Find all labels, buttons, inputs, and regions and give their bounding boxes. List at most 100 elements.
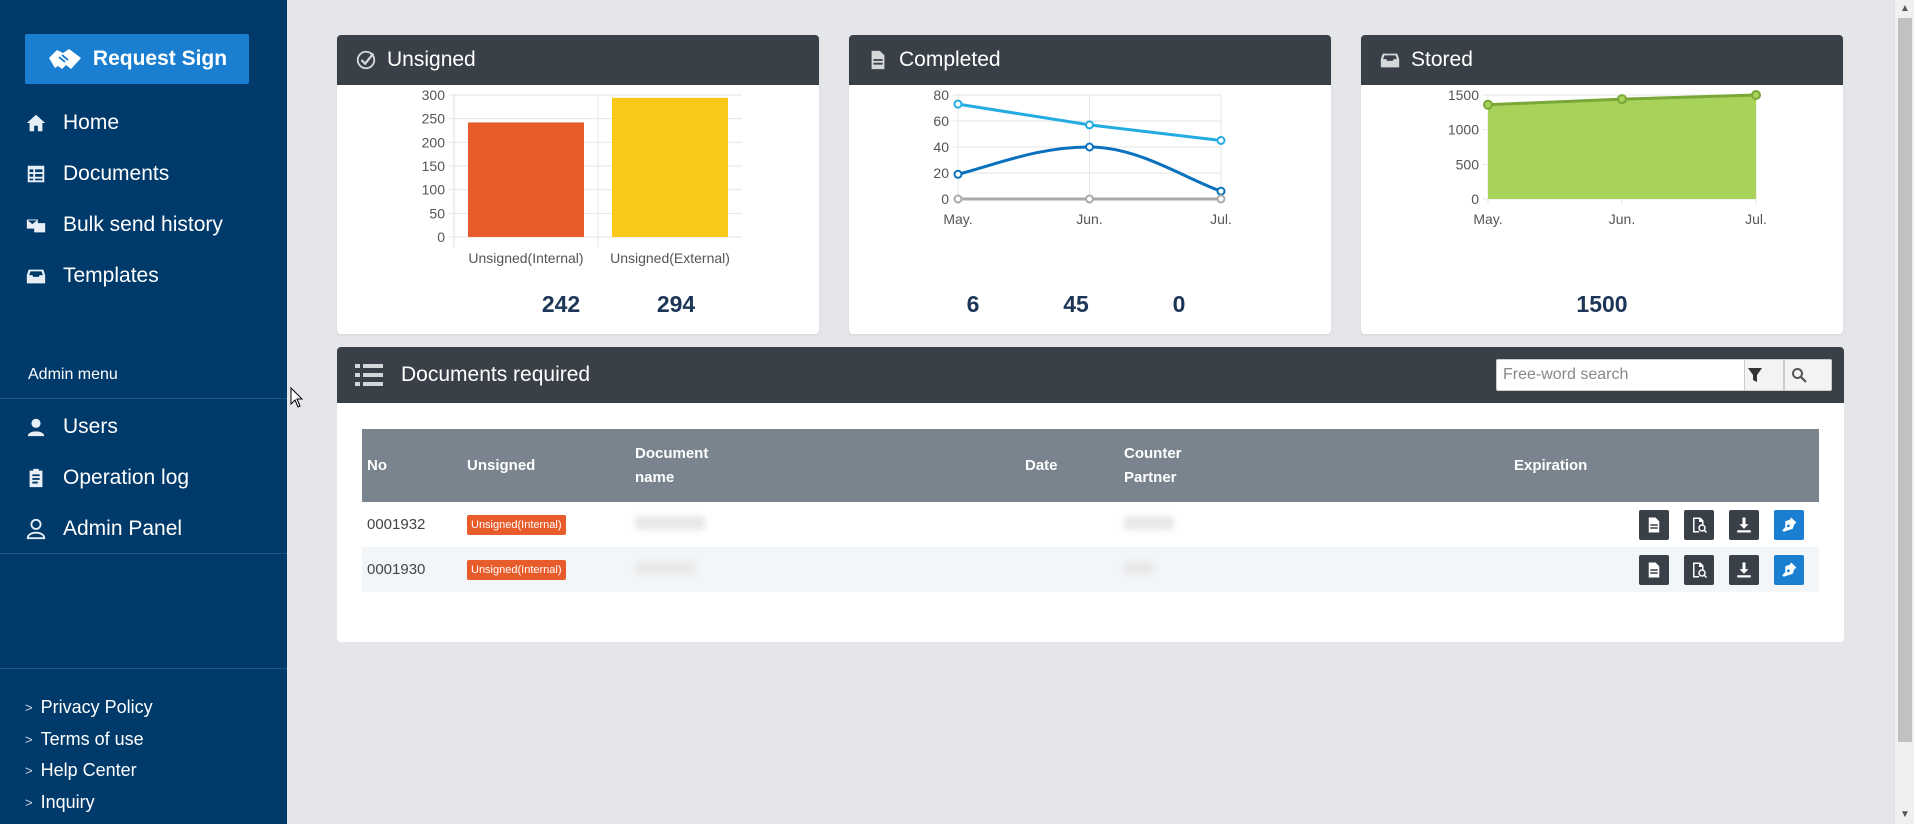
column-unsigned[interactable]: Unsigned bbox=[462, 429, 630, 502]
footer-links: > Privacy Policy > Terms of use > Help Cent… bbox=[25, 692, 153, 818]
help-center-label: Help Center bbox=[40, 760, 137, 781]
main-nav: Home Documents Bulk send history Templat… bbox=[0, 97, 287, 301]
stored-card: Stored 0 500 1000 1500 May. Jun. Jul. 1500 bbox=[1361, 35, 1843, 334]
table-row[interactable]: 0001932 Unsigned(Internal) bbox=[362, 502, 1819, 547]
nav-bulk-send-history[interactable]: Bulk send history bbox=[0, 199, 287, 250]
bulk-send-icon bbox=[25, 214, 47, 236]
terms-of-use-link[interactable]: > Terms of use bbox=[25, 724, 153, 756]
nav-operation-log[interactable]: Operation log bbox=[0, 452, 287, 503]
nav-users-label: Users bbox=[63, 414, 118, 438]
preview-icon bbox=[1693, 562, 1708, 578]
vertical-scrollbar[interactable]: ▲ ▼ bbox=[1894, 0, 1914, 824]
filter-button[interactable] bbox=[1744, 359, 1784, 391]
data-point bbox=[953, 99, 963, 109]
divider bbox=[0, 553, 287, 554]
inquiry-link[interactable]: > Inquiry bbox=[25, 787, 153, 819]
unsigned-bar-chart: 0 50 100 150 200 250 300 Unsigned(Internal) Unsi… bbox=[422, 87, 742, 266]
view-document-button[interactable] bbox=[1639, 509, 1669, 540]
column-expiration[interactable]: Expiration bbox=[1509, 429, 1819, 502]
preview-button[interactable] bbox=[1684, 509, 1714, 540]
privacy-policy-link[interactable]: > Privacy Policy bbox=[25, 692, 153, 724]
request-sign-button[interactable]: Request Sign bbox=[25, 34, 249, 84]
scroll-up-arrow[interactable]: ▲ bbox=[1900, 2, 1910, 14]
y-tick-label: 150 bbox=[422, 158, 446, 174]
nav-documents[interactable]: Documents bbox=[0, 148, 287, 199]
download-button[interactable] bbox=[1729, 509, 1759, 540]
table-row[interactable]: 0001930 Unsigned(Internal) bbox=[362, 547, 1819, 592]
stored-area-chart: 0 500 1000 1500 May. Jun. Jul. bbox=[1448, 87, 1767, 227]
x-tick-label: Unsigned(External) bbox=[610, 250, 730, 266]
data-point bbox=[1085, 120, 1094, 130]
search-input[interactable] bbox=[1496, 359, 1744, 391]
doc-number: 0001930 bbox=[362, 547, 462, 592]
nav-admin-panel-label: Admin Panel bbox=[63, 516, 183, 540]
nav-users[interactable]: Users bbox=[0, 401, 287, 452]
inquiry-label: Inquiry bbox=[40, 791, 95, 812]
request-sign-label: Request Sign bbox=[92, 47, 228, 70]
redacted-counter-partner bbox=[1124, 560, 1154, 575]
sign-button[interactable] bbox=[1774, 554, 1804, 585]
doc-number: 0001932 bbox=[367, 516, 426, 533]
view-document-button[interactable] bbox=[1639, 554, 1669, 585]
column-date[interactable]: Date bbox=[1020, 429, 1119, 502]
document-icon bbox=[1648, 562, 1660, 577]
redacted-counter-partner bbox=[1124, 515, 1174, 530]
data-point bbox=[1085, 194, 1094, 204]
user-icon bbox=[25, 416, 47, 438]
terms-of-use-label: Terms of use bbox=[40, 728, 144, 749]
scroll-down-arrow[interactable]: ▼ bbox=[1900, 808, 1910, 820]
y-tick-label: 0 bbox=[1471, 191, 1479, 207]
x-tick-label: Jul. bbox=[1210, 211, 1232, 227]
e-sign-count: 45 bbox=[1063, 291, 1089, 317]
help-center-link[interactable]: > Help Center bbox=[25, 755, 153, 787]
y-tick-label: 250 bbox=[422, 111, 446, 127]
file-icon bbox=[871, 50, 885, 70]
x-tick-label: Unsigned(Internal) bbox=[468, 250, 583, 266]
scrollbar-thumb[interactable] bbox=[1898, 18, 1912, 742]
documents-table: No Unsigned Document name Date Counter P… bbox=[362, 429, 1819, 592]
clipboard-icon bbox=[25, 467, 47, 489]
status-badge: Unsigned(Internal) bbox=[467, 514, 566, 535]
archive-box-icon bbox=[1380, 53, 1400, 68]
documents-panel-title: Documents required bbox=[401, 363, 591, 386]
privacy-policy-label: Privacy Policy bbox=[40, 697, 153, 718]
y-tick-label: 40 bbox=[933, 139, 949, 155]
nav-home[interactable]: Home bbox=[0, 97, 287, 148]
sign-button[interactable] bbox=[1774, 509, 1804, 540]
y-tick-label: 100 bbox=[422, 182, 446, 198]
y-tick-label: 0 bbox=[437, 229, 445, 245]
home-icon bbox=[25, 112, 47, 134]
search-button[interactable] bbox=[1784, 359, 1832, 391]
confirm-count: 0 bbox=[1172, 291, 1186, 317]
bar bbox=[468, 122, 584, 237]
chevron-right-icon: > bbox=[25, 731, 33, 747]
preview-button[interactable] bbox=[1684, 554, 1714, 585]
area-fill bbox=[1488, 95, 1756, 199]
y-tick-label: 1000 bbox=[1448, 122, 1479, 138]
nav-operation-log-label: Operation log bbox=[63, 465, 190, 489]
column-counter-partner[interactable]: Counter Partner bbox=[1119, 429, 1509, 502]
document-icon bbox=[1648, 517, 1660, 532]
stored-total: 1500 bbox=[1576, 291, 1628, 317]
unsigned-card-header: Unsigned bbox=[337, 35, 819, 85]
download-button[interactable] bbox=[1729, 554, 1759, 585]
data-point bbox=[1216, 136, 1226, 145]
column-no[interactable]: No bbox=[362, 429, 462, 502]
data-point bbox=[953, 194, 963, 204]
data-point bbox=[1483, 99, 1493, 110]
nav-admin-panel[interactable]: Admin Panel bbox=[0, 503, 287, 554]
y-tick-label: 1500 bbox=[1448, 87, 1479, 103]
x-tick-label: May. bbox=[1473, 211, 1502, 227]
x-tick-label: Jun. bbox=[1609, 211, 1635, 227]
nav-templates[interactable]: Templates bbox=[0, 250, 287, 301]
y-tick-label: 80 bbox=[933, 87, 949, 103]
y-tick-label: 0 bbox=[941, 191, 949, 207]
y-tick-label: 20 bbox=[933, 165, 949, 181]
unsigned-external-count: 294 bbox=[656, 291, 696, 317]
column-document-name[interactable]: Document name bbox=[630, 429, 1020, 502]
data-point bbox=[1751, 90, 1761, 100]
mouse-cursor-icon bbox=[290, 387, 304, 408]
bar bbox=[612, 97, 728, 237]
divider bbox=[0, 668, 287, 669]
